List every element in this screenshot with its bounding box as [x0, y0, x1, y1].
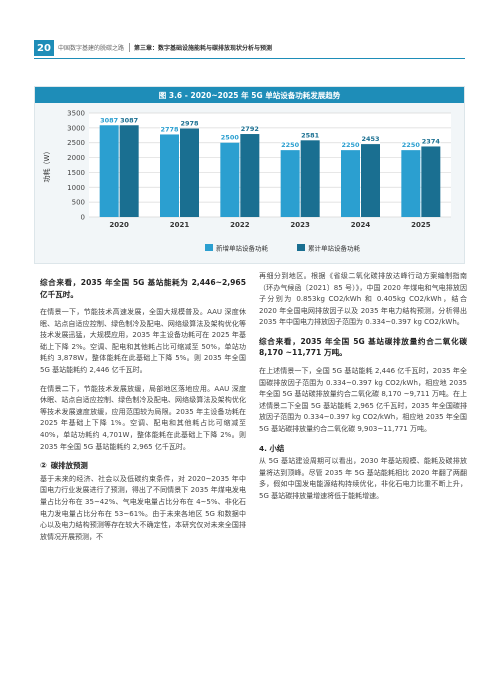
data-label: 2453	[361, 135, 379, 143]
data-label-bg	[280, 140, 300, 150]
bar-chart: 0 500 1000 1500 2000 2500 3000 3500 功耗（W） 3087 308…	[42, 110, 451, 253]
legend-swatch	[205, 244, 213, 251]
bar	[341, 150, 360, 217]
bar	[361, 144, 380, 217]
data-label-bg	[361, 134, 380, 144]
data-label: 2792	[241, 125, 259, 133]
y-tick-label: 3000	[67, 124, 85, 132]
right-column: 再细分到地区。根据《省级二氧化碳排放达峰行动方案编制指南（环办气候函〔2021〕…	[259, 271, 467, 510]
section-carbon-heading: ② 碳排放预测	[40, 460, 246, 472]
data-label-bg	[401, 140, 421, 150]
data-label-bg	[240, 124, 260, 134]
y-tick-label: 1000	[67, 184, 85, 192]
data-label: 2250	[281, 141, 300, 149]
scenario-one-paragraph: 在情景一下，节能技术高速发展，全国大规模普及。AAU 深度休眠、站点自适应控制、…	[40, 308, 246, 374]
summary-heading: 4. 小结	[259, 443, 285, 453]
header-rule	[34, 58, 465, 59]
x-tick-label: 2023	[290, 221, 310, 229]
data-label: 2250	[341, 141, 360, 149]
data-label: 2374	[422, 137, 441, 145]
legend-label: 累计单站设备功耗	[308, 244, 361, 253]
left-column: 综合来看，2035 年全国 5G 基站能耗为 2,446~2,965 亿千瓦时。…	[40, 277, 246, 550]
data-label-bg	[119, 115, 139, 125]
data-label: 2250	[402, 141, 421, 149]
y-tick-label: 0	[81, 214, 85, 222]
bar	[300, 140, 320, 217]
data-label: 2978	[180, 120, 199, 128]
data-label-bg	[421, 136, 441, 146]
bar	[401, 150, 421, 217]
data-label: 2581	[301, 131, 320, 139]
data-label: 2778	[160, 125, 179, 133]
x-tick-label: 2025	[411, 221, 431, 229]
x-tick-label: 2021	[170, 221, 190, 229]
chapter-title: 第三章：数字基础设施能耗与碳排放现状分析与预测	[134, 45, 273, 52]
bar	[180, 128, 199, 217]
summary-paragraph: 从 5G 基站建设周期可以看出，2030 年基站规模、能耗及碳排放量将达到顶峰。…	[259, 457, 467, 500]
section-number: ②	[40, 461, 47, 471]
y-tick-label: 3500	[67, 110, 85, 118]
bar	[99, 125, 119, 217]
bar	[421, 146, 441, 217]
page-header: 20 中国数字基建的脱碳之路 第三章：数字基础设施能耗与碳排放现状分析与预测	[0, 0, 499, 62]
data-label: 3087	[120, 116, 138, 124]
x-tick-label: 2020	[109, 221, 129, 229]
carbon-forecast-paragraph: 基于未来的经济、社会以及低碳约束条件，对 2020~2035 年中国电力行业发展…	[40, 474, 246, 541]
y-tick-label: 500	[72, 199, 85, 207]
data-label-bg	[300, 130, 320, 140]
conclusion-energy-heading: 综合来看，2035 年全国 5G 基站能耗为 2,446~2,965 亿千瓦时。	[40, 278, 246, 299]
scenario-carbon-paragraph: 在上述情景一下，全国 5G 基站能耗 2,446 亿千瓦时，2035 年全国碳排…	[259, 366, 467, 433]
bar	[280, 150, 300, 217]
data-label-bg	[160, 124, 179, 134]
figure-title: 图 3.6 - 2020~2025 年 5G 单站设备功耗发展趋势	[35, 87, 464, 103]
y-tick-label: 1500	[67, 169, 85, 177]
header-separator	[129, 43, 130, 52]
plot-area	[89, 113, 451, 217]
bar	[220, 142, 240, 217]
conclusion-carbon-heading: 综合来看，2035 年全国 5G 基站碳排放量约合二氧化碳 8,170 ~11,…	[259, 336, 467, 358]
section-title: 碳排放预测	[50, 461, 88, 471]
bar	[240, 134, 260, 217]
figure-box: 图 3.6 - 2020~2025 年 5G 单站设备功耗发展趋势 0 500 10…	[34, 86, 465, 264]
y-tick-label: 2000	[67, 154, 85, 162]
y-axis-label: 功耗（W）	[42, 148, 51, 183]
bar	[160, 134, 179, 217]
data-label: 3087	[100, 116, 118, 124]
page-number: 20	[34, 40, 54, 56]
legend-swatch	[297, 244, 305, 251]
x-tick-label: 2022	[230, 221, 250, 229]
scenario-two-paragraph: 在情景二下，节能技术发展放缓，局部地区落地应用。AAU 深度休眠、站点自适应控制…	[40, 384, 246, 451]
y-tick-label: 2500	[67, 139, 85, 147]
data-label: 2500	[221, 134, 240, 142]
bar	[119, 125, 139, 217]
data-label-bg	[341, 140, 360, 150]
legend-label: 新增单站设备功耗	[216, 244, 269, 253]
data-label-bg	[180, 118, 199, 128]
book-title: 中国数字基建的脱碳之路	[58, 45, 125, 52]
x-tick-label: 2024	[351, 221, 371, 229]
data-label-bg	[99, 115, 119, 125]
emission-factor-paragraph: 再细分到地区。根据《省级二氧化碳排放达峰行动方案编制指南（环办气候函〔2021〕…	[259, 272, 467, 327]
data-label-bg	[220, 132, 240, 142]
